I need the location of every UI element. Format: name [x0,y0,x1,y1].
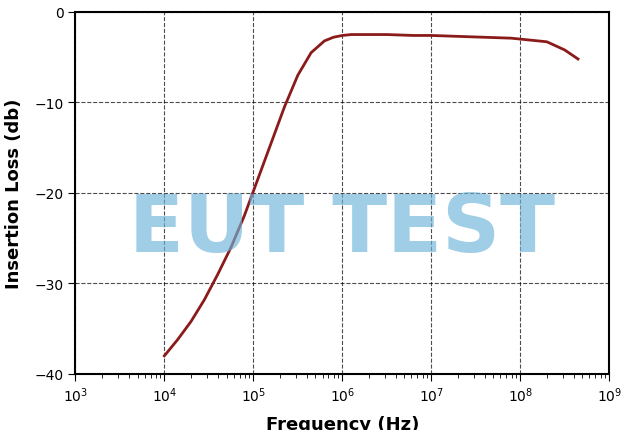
X-axis label: Frequency (Hz): Frequency (Hz) [266,415,419,430]
Y-axis label: Insertion Loss (db): Insertion Loss (db) [5,98,23,289]
Text: EUT TEST: EUT TEST [129,191,555,268]
